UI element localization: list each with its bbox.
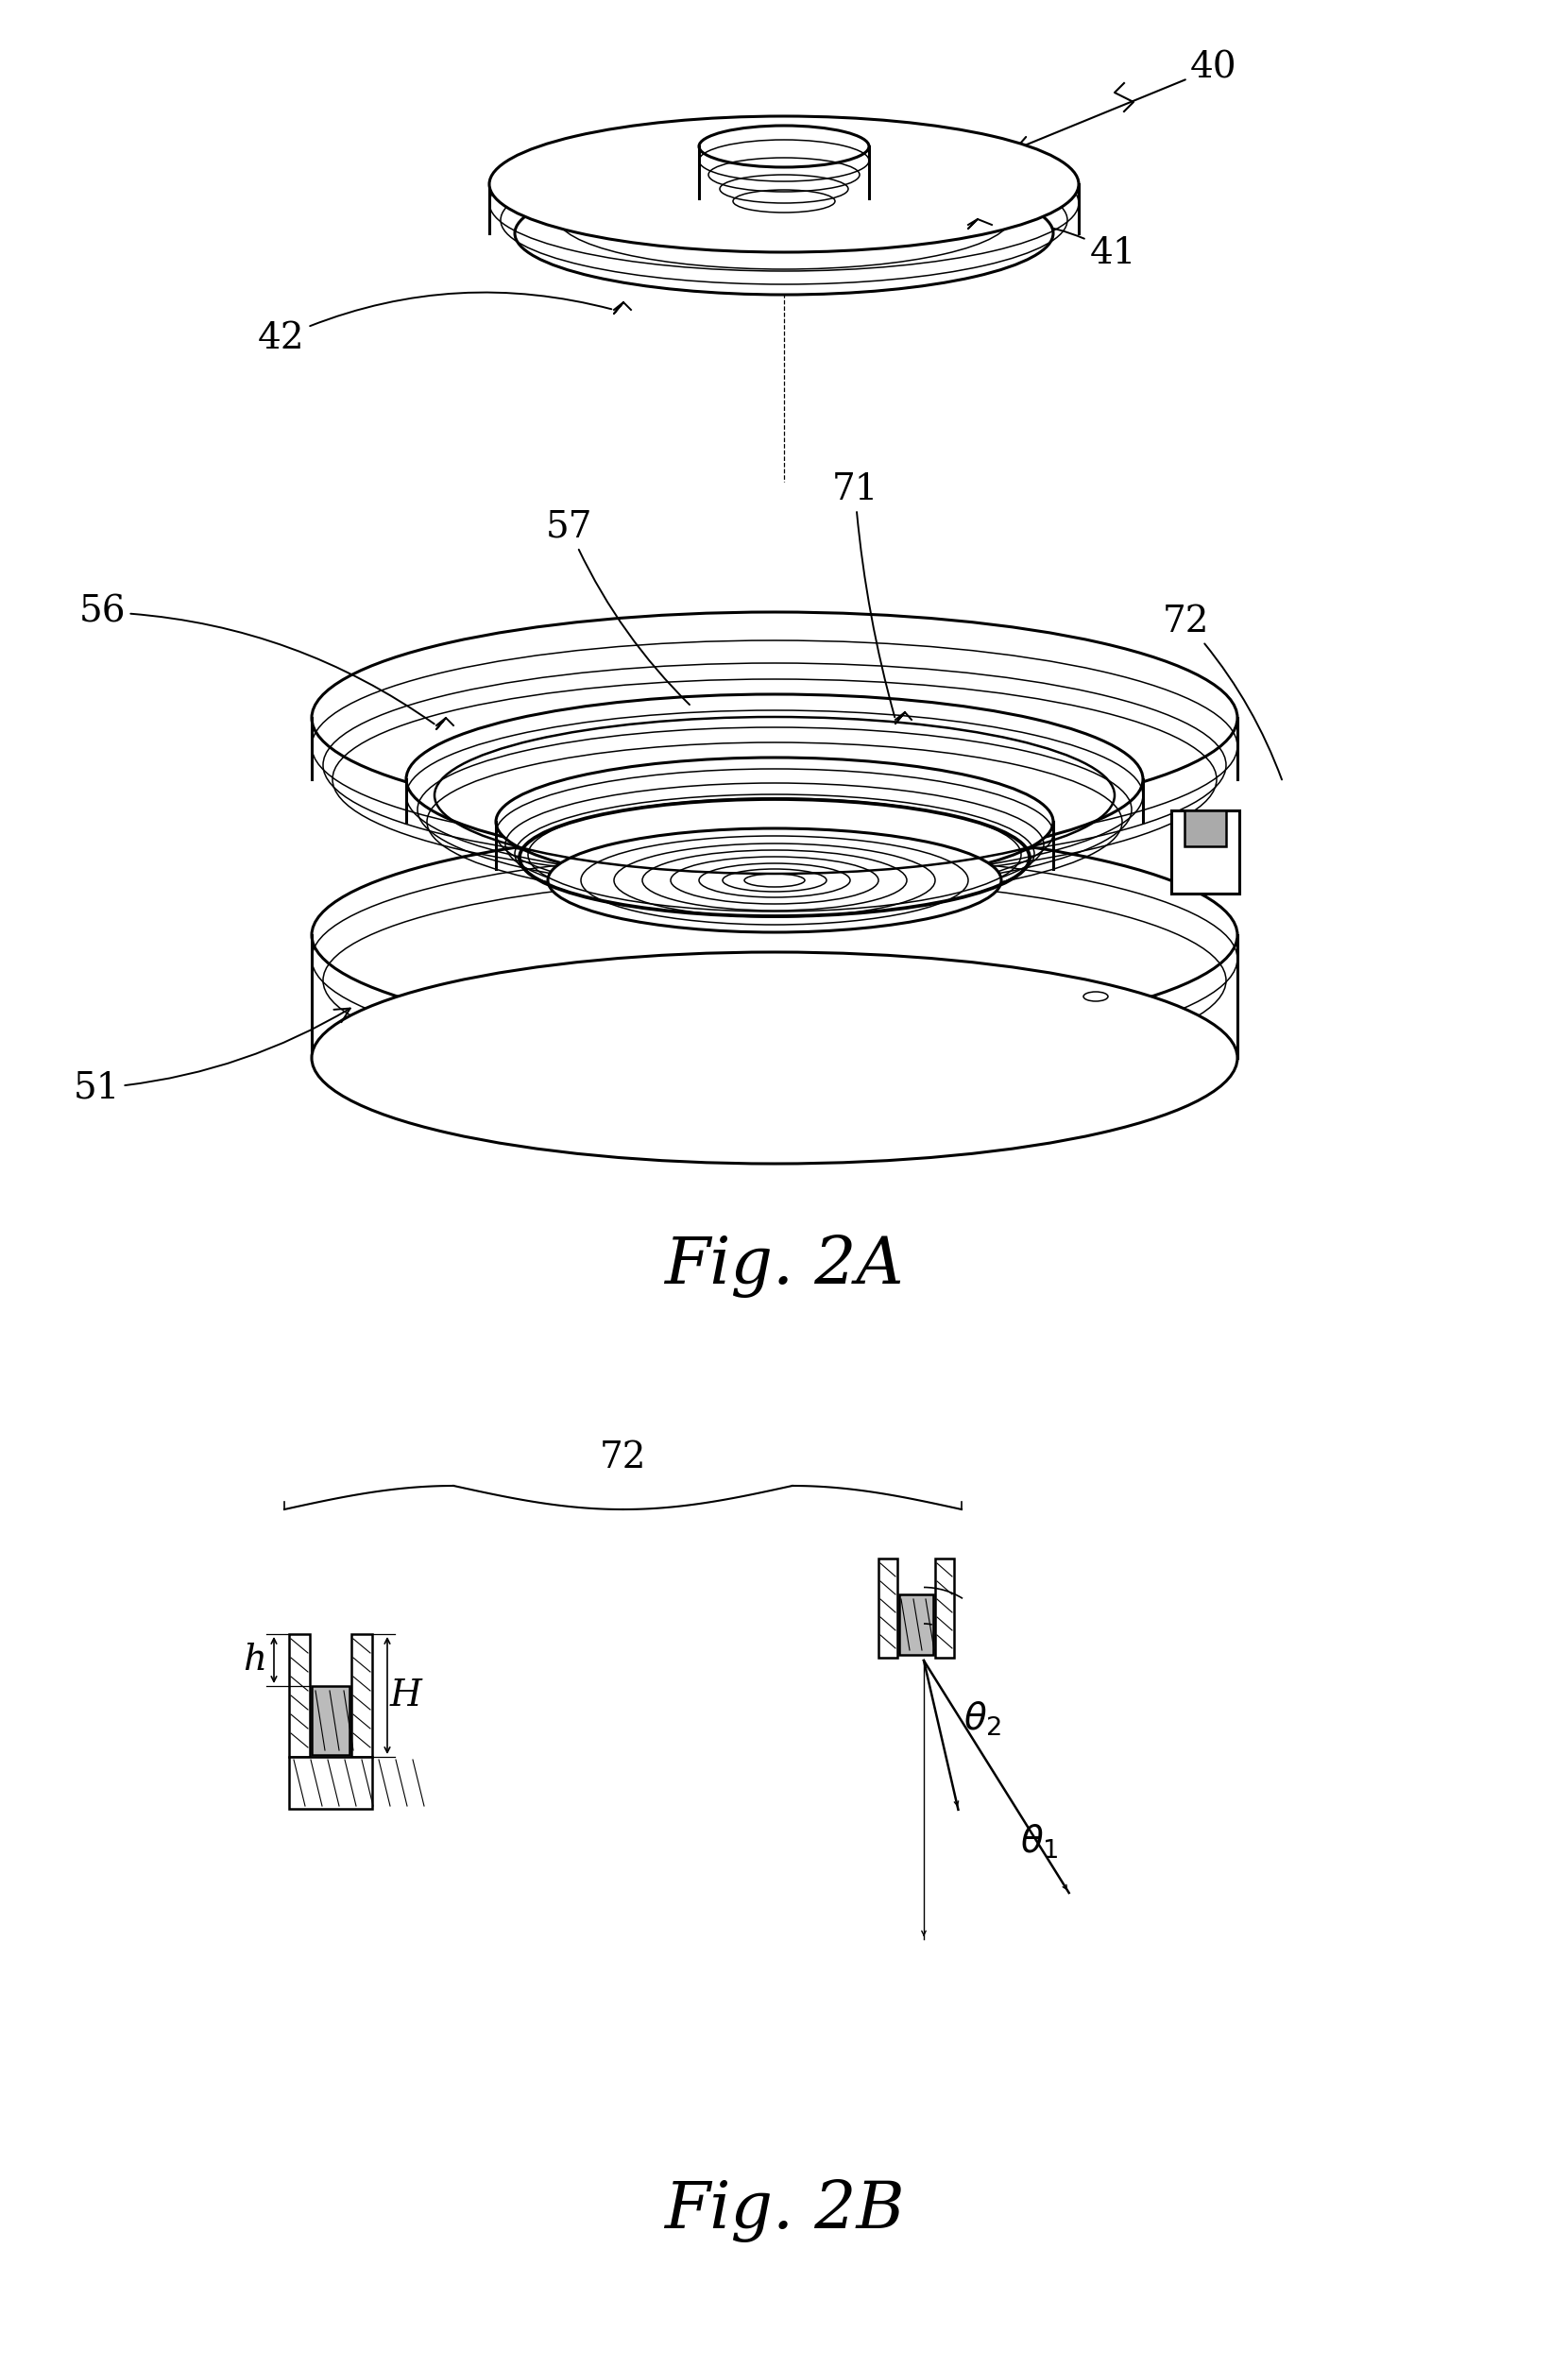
Ellipse shape — [312, 829, 1237, 1042]
Ellipse shape — [489, 116, 1079, 253]
Text: $\theta_1$: $\theta_1$ — [1019, 1823, 1058, 1861]
Polygon shape — [898, 1594, 933, 1655]
Text: H: H — [390, 1679, 422, 1712]
Ellipse shape — [312, 952, 1237, 1163]
Polygon shape — [289, 1634, 310, 1757]
Polygon shape — [289, 1757, 372, 1809]
Polygon shape — [1171, 810, 1239, 893]
Text: 56: 56 — [78, 594, 434, 725]
Text: h: h — [243, 1643, 267, 1677]
Ellipse shape — [1083, 992, 1109, 1002]
Text: 71: 71 — [831, 471, 895, 718]
Text: Fig. 2B: Fig. 2B — [663, 2179, 905, 2242]
Text: 40: 40 — [1014, 50, 1237, 152]
Text: 41: 41 — [971, 223, 1137, 270]
Ellipse shape — [547, 829, 1002, 933]
Text: Fig. 2A: Fig. 2A — [665, 1234, 903, 1298]
Text: 42: 42 — [259, 291, 612, 355]
Ellipse shape — [514, 173, 1054, 294]
Polygon shape — [312, 1686, 350, 1755]
Ellipse shape — [312, 611, 1237, 824]
Text: 51: 51 — [74, 1009, 350, 1106]
Polygon shape — [935, 1558, 953, 1658]
Text: $\theta_2$: $\theta_2$ — [963, 1700, 1002, 1738]
Ellipse shape — [495, 758, 1054, 886]
Polygon shape — [351, 1634, 372, 1757]
Polygon shape — [1184, 810, 1226, 845]
Text: 72: 72 — [1162, 604, 1281, 779]
Ellipse shape — [699, 126, 869, 168]
Text: 57: 57 — [546, 509, 690, 706]
Text: 72: 72 — [599, 1440, 646, 1475]
Polygon shape — [878, 1558, 897, 1658]
Ellipse shape — [406, 694, 1143, 864]
